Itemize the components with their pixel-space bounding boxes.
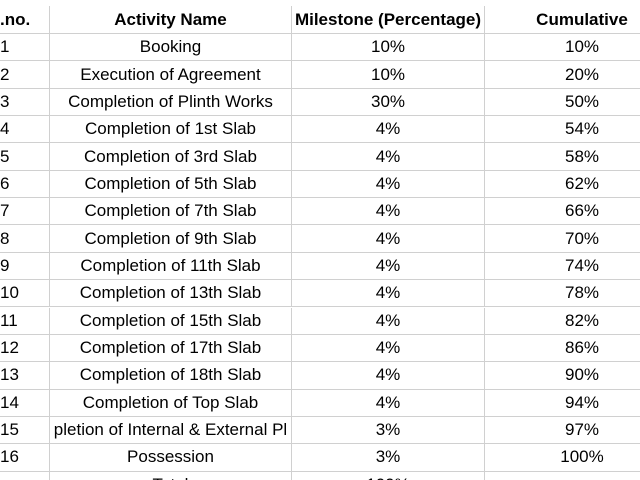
serial-number: 5 bbox=[0, 143, 50, 171]
column-header: Activity Name bbox=[50, 6, 292, 34]
activity-name: Completion of 15th Slab bbox=[50, 307, 292, 335]
serial-number: 8 bbox=[0, 225, 50, 253]
milestone-percentage: 3% bbox=[292, 444, 485, 472]
serial-number: 9 bbox=[0, 252, 50, 281]
milestone-percentage: 4% bbox=[292, 362, 485, 390]
activity-name: Completion of 7th Slab bbox=[50, 198, 292, 226]
milestone-percentage: 4% bbox=[292, 198, 485, 226]
cumulative-percentage: 97% bbox=[485, 417, 640, 445]
cumulative-percentage: 78% bbox=[485, 280, 640, 308]
serial-number: 2 bbox=[0, 61, 50, 89]
activity-name: Completion of 1st Slab bbox=[50, 116, 292, 144]
serial-number: 6 bbox=[0, 170, 50, 199]
activity-name: Completion of 13th Slab bbox=[50, 280, 292, 308]
milestone-percentage: 4% bbox=[292, 280, 485, 308]
serial-number: 3 bbox=[0, 88, 50, 117]
serial-number: 12 bbox=[0, 334, 50, 363]
cumulative-percentage: 58% bbox=[485, 143, 640, 171]
cumulative-percentage: 74% bbox=[485, 253, 640, 281]
cumulative-percentage: 90% bbox=[485, 362, 640, 390]
serial-number: 4 bbox=[0, 116, 50, 144]
milestone-percentage: 10% bbox=[292, 34, 485, 62]
activity-name: Completion of 11th Slab bbox=[50, 252, 292, 281]
cumulative-percentage: 20% bbox=[485, 61, 640, 89]
cumulative-percentage: 82% bbox=[485, 308, 640, 335]
serial-number: 15 bbox=[0, 416, 50, 445]
column-header: Milestone (Percentage) bbox=[292, 6, 485, 34]
serial-number: 7 bbox=[0, 198, 50, 226]
activity-name: Completion of 9th Slab bbox=[50, 225, 292, 253]
cumulative-percentage: 70% bbox=[485, 225, 640, 253]
cumulative-percentage: 100% bbox=[485, 444, 640, 472]
cumulative-percentage: 62% bbox=[485, 171, 640, 199]
milestone-percentage: 4% bbox=[292, 225, 485, 253]
serial-number: 13 bbox=[0, 362, 50, 390]
cumulative-percentage: 94% bbox=[485, 390, 640, 417]
serial-number: 16 bbox=[0, 444, 50, 472]
milestone-percentage: 30% bbox=[292, 88, 485, 117]
milestone-percentage: 4% bbox=[292, 170, 485, 199]
activity-name: Completion of Top Slab bbox=[50, 389, 292, 417]
serial-number: 14 bbox=[0, 389, 50, 417]
activity-name: Execution of Agreement bbox=[50, 61, 292, 89]
column-header: Cumulative bbox=[485, 6, 640, 34]
serial-number: 11 bbox=[0, 307, 50, 335]
total-milestone: 100% bbox=[292, 471, 485, 480]
activity-name: pletion of Internal & External Pl bbox=[50, 416, 292, 445]
milestone-percentage: 4% bbox=[292, 252, 485, 281]
milestone-percentage: 3% bbox=[292, 416, 485, 445]
milestone-percentage: 4% bbox=[292, 389, 485, 417]
activity-name: Completion of 17th Slab bbox=[50, 334, 292, 363]
cumulative-percentage: 66% bbox=[485, 198, 640, 226]
activity-name: Completion of Plinth Works bbox=[50, 88, 292, 117]
cumulative-percentage: 10% bbox=[485, 34, 640, 62]
milestone-percentage: 4% bbox=[292, 307, 485, 335]
activity-name: Completion of 3rd Slab bbox=[50, 143, 292, 171]
total-cell bbox=[485, 472, 640, 480]
total-label: Total bbox=[50, 471, 292, 480]
serial-number: 10 bbox=[0, 280, 50, 308]
cumulative-percentage: 54% bbox=[485, 116, 640, 144]
activity-name: Completion of 5th Slab bbox=[50, 170, 292, 199]
activity-name: Completion of 18th Slab bbox=[50, 362, 292, 390]
milestone-percentage: 4% bbox=[292, 143, 485, 171]
activity-name: Possession bbox=[50, 444, 292, 472]
milestone-percentage: 4% bbox=[292, 116, 485, 144]
cumulative-percentage: 50% bbox=[485, 89, 640, 117]
serial-number: 1 bbox=[0, 34, 50, 62]
cumulative-percentage: 86% bbox=[485, 335, 640, 363]
total-cell bbox=[0, 471, 50, 480]
column-header: .no. bbox=[0, 6, 50, 34]
milestone-percentage: 10% bbox=[292, 61, 485, 89]
activity-name: Booking bbox=[50, 34, 292, 62]
milestone-percentage: 4% bbox=[292, 334, 485, 363]
